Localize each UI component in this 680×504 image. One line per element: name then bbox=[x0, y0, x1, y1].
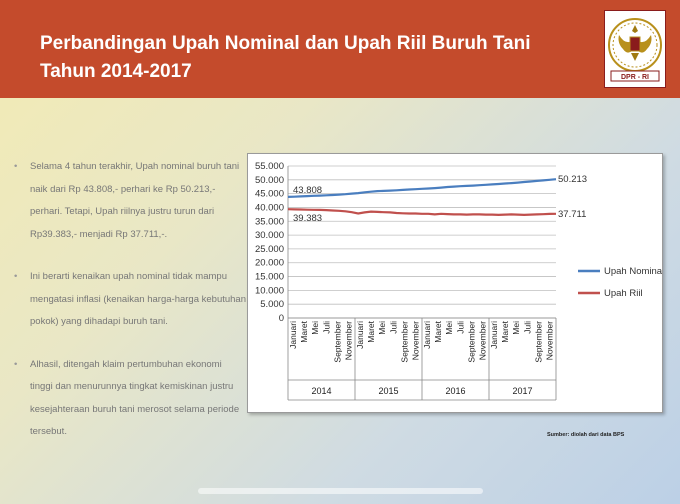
y-tick-label: 50.000 bbox=[255, 175, 284, 186]
month-tick-label: September bbox=[466, 321, 476, 363]
dpr-ri-logo: DPR - RI bbox=[604, 10, 666, 88]
month-tick-label: Januari bbox=[489, 321, 499, 349]
year-label: 2015 bbox=[378, 386, 398, 396]
month-tick-label: Maret bbox=[500, 320, 510, 342]
month-tick-label: Mei bbox=[444, 321, 454, 335]
year-label: 2017 bbox=[512, 386, 532, 396]
legend-entry: Upah Nominal bbox=[604, 266, 662, 277]
legend-entry: Upah Riil bbox=[604, 288, 643, 299]
slide-title-line-1: Perbandingan Upah Nominal dan Upah Riil … bbox=[40, 33, 531, 54]
chart-container: 0 5.000 10.000 15.000 20.000 25.000 30.000 35.0… bbox=[247, 153, 664, 413]
end-data-label: 37.711 bbox=[558, 209, 586, 220]
month-tick-label: Juli bbox=[321, 321, 331, 334]
month-tick-label: Mei bbox=[511, 321, 521, 335]
month-tick-label: Juli bbox=[388, 321, 398, 334]
year-label: 2014 bbox=[311, 386, 331, 396]
month-tick-label: November bbox=[545, 321, 555, 360]
month-tick-label: Mei bbox=[377, 321, 387, 335]
garuda-emblem-icon: DPR - RI bbox=[608, 18, 662, 82]
end-data-label: 50.213 bbox=[558, 174, 587, 185]
start-data-label: 43.808 bbox=[293, 185, 322, 196]
month-tick-label: Juli bbox=[522, 321, 532, 334]
bullet-text: Ini berarti kenaikan upah nominal tidak … bbox=[30, 271, 246, 327]
slide-title: Perbandingan Upah Nominal dan Upah Riil … bbox=[40, 30, 580, 86]
start-data-label: 39.383 bbox=[293, 213, 322, 224]
bullet-dot: • bbox=[14, 271, 18, 282]
y-tick-label: 5.000 bbox=[260, 299, 284, 310]
month-tick-label: Maret bbox=[299, 320, 309, 342]
month-tick-label: Januari bbox=[288, 321, 298, 349]
y-tick-label: 40.000 bbox=[255, 202, 284, 213]
year-label: 2016 bbox=[445, 386, 465, 396]
month-tick-label: Juli bbox=[455, 321, 465, 334]
bullet-dot: • bbox=[14, 358, 18, 370]
logo-text: DPR - RI bbox=[621, 74, 649, 81]
bullet-item-1: • Selama 4 tahun terakhir, Upah nominal … bbox=[14, 156, 246, 246]
y-tick-label: 30.000 bbox=[255, 230, 284, 241]
month-tick-label: Mei bbox=[310, 321, 320, 335]
bullet-text: Selama 4 tahun terakhir, Upah nominal bu… bbox=[30, 161, 240, 240]
source-note: Sumber: diolah dari data BPS bbox=[547, 432, 625, 438]
horizontal-scrollbar[interactable] bbox=[198, 488, 483, 494]
month-tick-label: September bbox=[399, 321, 409, 363]
month-tick-label: Januari bbox=[422, 321, 432, 349]
month-tick-label: Maret bbox=[433, 320, 443, 342]
month-tick-label: November bbox=[478, 321, 488, 360]
slide-title-line-2: Tahun 2014-2017 bbox=[40, 61, 192, 82]
y-tick-label: 35.000 bbox=[255, 216, 284, 227]
bullet-list: • Selama 4 tahun terakhir, Upah nominal … bbox=[14, 156, 246, 464]
month-tick-label: November bbox=[411, 321, 421, 360]
series-line-upah-riil bbox=[287, 208, 557, 217]
slide-header: Perbandingan Upah Nominal dan Upah Riil … bbox=[0, 0, 680, 98]
bullet-item-3: • Alhasil, ditengah klaim pertumbuhan ek… bbox=[14, 354, 246, 444]
y-tick-label: 10.000 bbox=[255, 285, 284, 296]
y-tick-label: 55.000 bbox=[255, 161, 284, 172]
wage-line-chart: 0 5.000 10.000 15.000 20.000 25.000 30.000 35.0… bbox=[255, 161, 664, 401]
month-tick-label: Maret bbox=[366, 320, 376, 342]
y-tick-label: 20.000 bbox=[255, 258, 284, 269]
y-tick-label: 0 bbox=[279, 313, 284, 324]
bullet-dot: • bbox=[14, 161, 18, 172]
y-tick-label: 45.000 bbox=[255, 189, 284, 200]
month-tick-label: November bbox=[344, 321, 354, 360]
month-tick-label: Januari bbox=[355, 321, 365, 349]
month-tick-label: September bbox=[332, 321, 342, 363]
bullet-item-2: • Ini berarti kenaikan upah nominal tida… bbox=[14, 266, 246, 334]
y-tick-label: 25.000 bbox=[255, 244, 284, 255]
bullet-text: Alhasil, ditengah klaim pertumbuhan ekon… bbox=[30, 358, 240, 438]
series-line-upah-nominal bbox=[287, 178, 557, 198]
y-tick-label: 15.000 bbox=[255, 272, 284, 283]
month-tick-label: September bbox=[533, 321, 543, 363]
